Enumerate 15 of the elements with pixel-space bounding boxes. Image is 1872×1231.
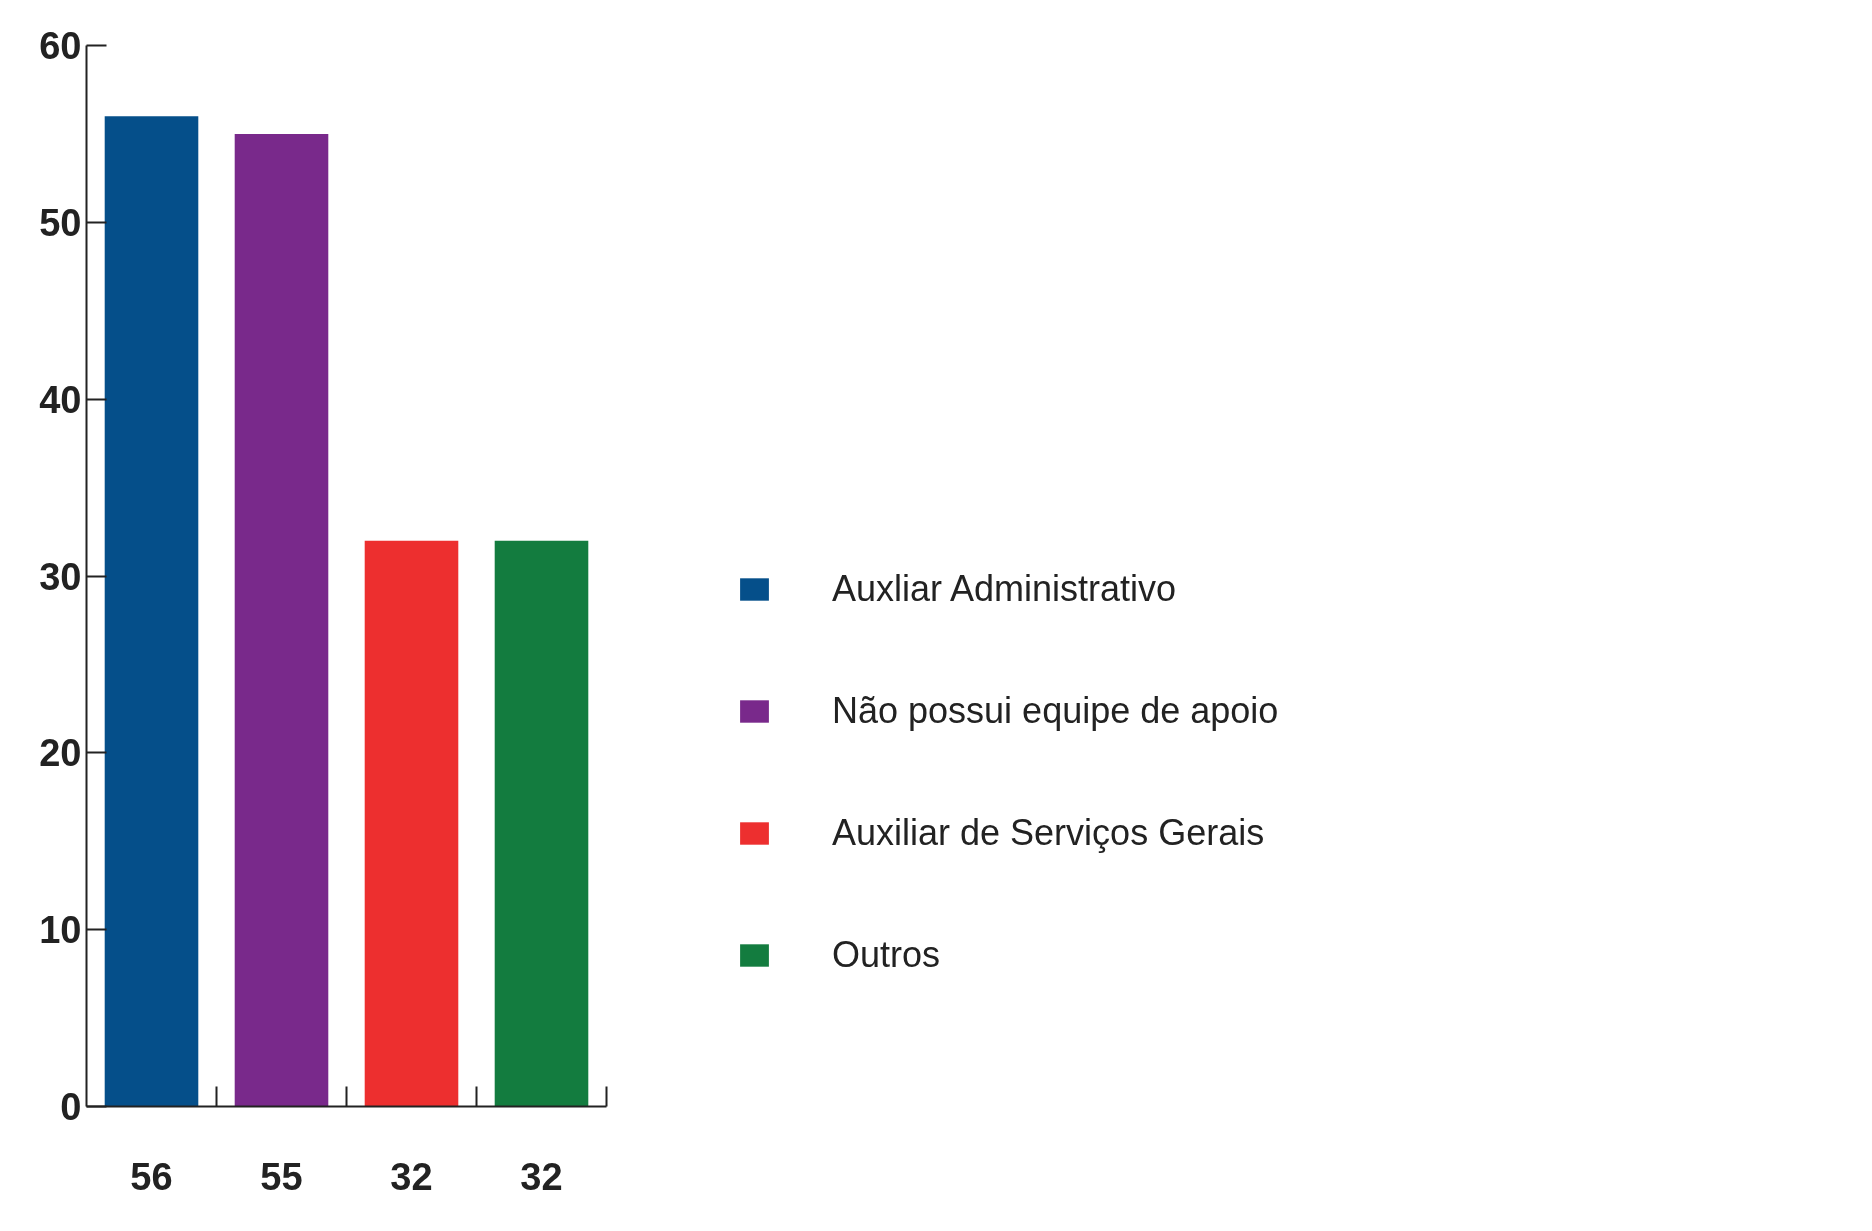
y-tick-label: 30 xyxy=(39,555,82,598)
legend-label: Auxliar Administrativo xyxy=(832,568,1177,610)
y-tick-label: 0 xyxy=(60,1086,82,1128)
data-label: 32 xyxy=(390,1155,433,1198)
legend-label: Auxiliar de Serviços Gerais xyxy=(832,812,1265,854)
y-tick-label: 40 xyxy=(39,378,82,421)
y-tick-label: 60 xyxy=(39,25,82,67)
legend-label: Outros xyxy=(832,934,941,976)
data-label: 56 xyxy=(130,1155,173,1198)
data-label: 32 xyxy=(520,1155,563,1198)
y-tick-label: 50 xyxy=(39,201,82,244)
y-tick-label: 20 xyxy=(39,732,82,775)
data-label: 55 xyxy=(260,1155,303,1198)
y-tick-label: 10 xyxy=(39,909,82,952)
legend-label: Não possui equipe de apoio xyxy=(832,690,1279,732)
